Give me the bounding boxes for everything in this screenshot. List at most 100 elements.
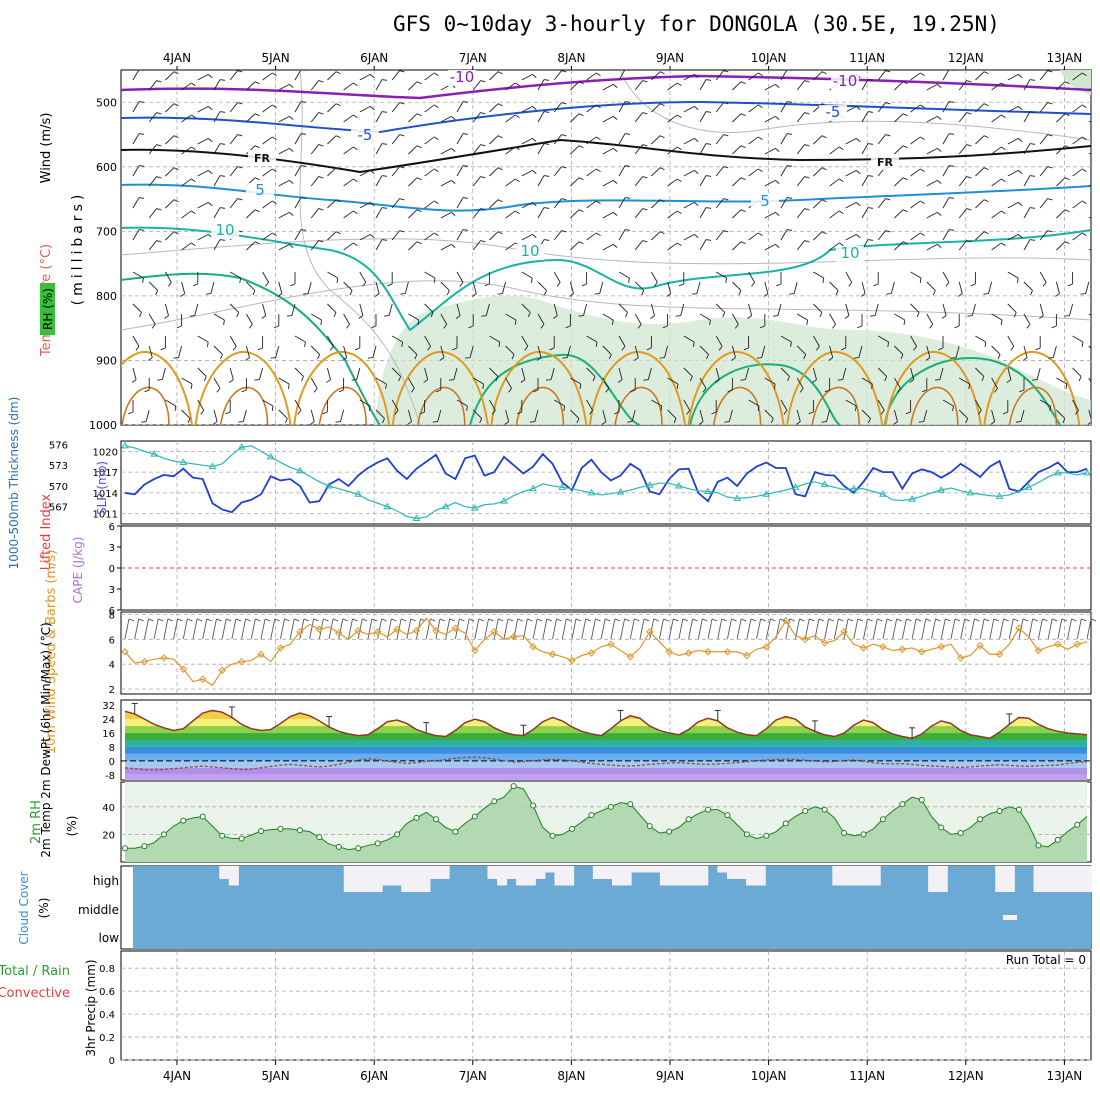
wind10m-barb (697, 618, 703, 639)
rh-tick-label: 20 (102, 830, 115, 841)
wind-barb-feather (271, 405, 274, 412)
wind-barb-feather (482, 383, 485, 390)
wind-barb (148, 144, 157, 155)
wind-barb-feather (362, 282, 367, 287)
cloud-high-clear (506, 866, 517, 879)
precip-tick-label: 0 (109, 1056, 115, 1067)
wind-barb (1072, 232, 1083, 241)
wind-barb (440, 115, 452, 123)
wind-barb-feather (335, 421, 341, 423)
wind10m-barb-feather (517, 618, 523, 622)
wind-barb (194, 303, 199, 316)
wind-barb-feather (353, 82, 358, 87)
wind10m-barb (153, 618, 159, 639)
wind-barb (294, 367, 304, 377)
wind-barb-feather (472, 293, 477, 297)
wind-barb (1056, 377, 1068, 385)
wind-barb (861, 281, 866, 294)
wind-barb (145, 409, 150, 422)
wind-barb-feather (434, 136, 439, 141)
wind10m-barb-feather (682, 618, 689, 622)
wind10m-barb-feather (614, 618, 621, 622)
wind-barb-feather (1067, 283, 1073, 287)
wind10m-barb (241, 618, 247, 639)
wind-barb-feather (578, 177, 584, 181)
warm-contour-inner (910, 386, 959, 425)
wind-barb (894, 113, 904, 123)
wind-barb (278, 179, 290, 187)
temp-band (125, 767, 1087, 775)
wind10m-panel (121, 614, 1097, 690)
wind-barb (456, 165, 464, 177)
wind-barb-feather (491, 410, 496, 415)
wind-barb (1072, 168, 1083, 177)
wind-barb (310, 176, 319, 187)
wind-barb (472, 144, 481, 155)
wind-barb (634, 144, 643, 155)
wind-barb (440, 281, 450, 291)
wind-barb (294, 101, 302, 113)
wind-barb-feather (740, 241, 746, 245)
wind-barb (456, 303, 461, 316)
wind-barb-feather (718, 346, 723, 351)
wind-barb (132, 70, 140, 81)
wind-barb (391, 102, 400, 113)
precip-frame (120, 950, 1092, 1061)
wind-barb (748, 232, 759, 241)
cloud-high-clear (487, 866, 498, 879)
wind-barb (262, 168, 273, 177)
wind-barb (877, 399, 885, 411)
wind-barb (148, 313, 156, 325)
chart-title: GFS 0~10day 3-hourly for DONGOLA (30.5E,… (393, 12, 1000, 36)
cloud-high-clear (640, 866, 651, 873)
wind-barb (910, 104, 921, 113)
thickness-tick-label: 576 (49, 440, 68, 451)
contour-label: 10 (520, 242, 539, 260)
wind10m-marker (995, 650, 1004, 658)
wind-barb-feather (929, 324, 934, 329)
wind-barb (877, 70, 886, 81)
wind-barb (942, 303, 947, 316)
contour-label-bg (246, 183, 274, 199)
wind-barb (586, 232, 597, 241)
wind-barb-feather (289, 180, 294, 184)
contour-label-bg (516, 244, 544, 260)
wind-barb-feather (1022, 357, 1028, 361)
thickness-marker (237, 443, 246, 450)
wind-barb-feather (686, 410, 691, 415)
wind-barb (197, 201, 209, 209)
wind-barb-feather (966, 176, 972, 179)
wind-barb (440, 313, 448, 325)
wind-barb (683, 73, 695, 81)
wind-barb-feather (452, 347, 458, 351)
wind-barb-feather (318, 112, 324, 115)
rh-marker (724, 812, 731, 819)
wind-barb-feather (596, 136, 601, 141)
wind10m-barb (804, 618, 810, 639)
warm-contour (121, 350, 193, 425)
wind-barb (521, 367, 526, 380)
wind-barb (796, 409, 801, 422)
wind-barb-feather (902, 113, 908, 117)
wind-barb (294, 197, 302, 209)
wind-barb (1007, 303, 1017, 313)
wind-barb (424, 200, 435, 209)
rh-marker (510, 783, 517, 790)
wind-barb (602, 83, 614, 91)
wind-barb-feather (819, 312, 823, 318)
wind-barb-feather (498, 341, 501, 348)
wind-barb (683, 201, 695, 209)
wind-barb-feather (945, 282, 950, 287)
wind-barb-feather (705, 239, 712, 241)
wind10m-barb-feather (391, 618, 397, 622)
cloud-level-label: low (99, 931, 120, 945)
wind-barb-feather (430, 312, 434, 318)
wind-barb (148, 176, 157, 187)
wind-barb-feather (691, 293, 697, 295)
wind-barb-feather (856, 138, 861, 142)
wind-barb-feather (677, 114, 682, 119)
wind-barb (1069, 303, 1074, 316)
thickness-tick-label: 567 (49, 503, 68, 514)
wind-barb (278, 147, 290, 155)
wind-barb (780, 165, 788, 177)
